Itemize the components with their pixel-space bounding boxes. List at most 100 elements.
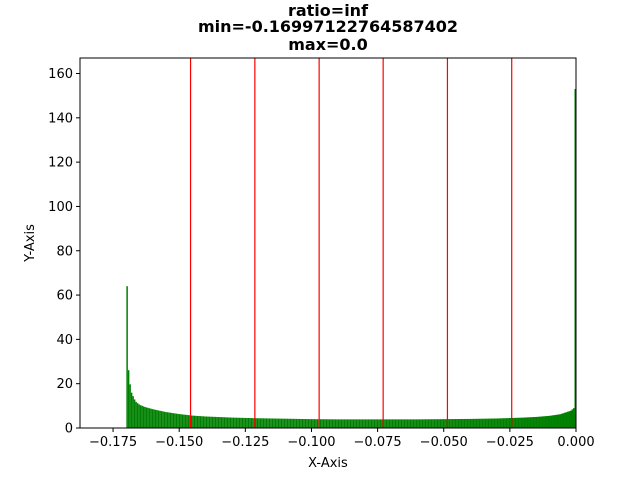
histogram-bar [307, 419, 310, 428]
histogram-bar [166, 412, 169, 428]
histogram-bar [418, 419, 421, 428]
histogram-bar [390, 419, 392, 428]
histogram-bar [180, 414, 182, 428]
histogram-bar [343, 419, 346, 428]
histogram-bar [451, 419, 454, 428]
histogram-bar [468, 418, 470, 428]
y-tick-label: 0 [65, 422, 73, 437]
histogram-bar [532, 417, 535, 428]
histogram-bar [328, 419, 331, 428]
histogram-bar [352, 419, 355, 428]
histogram-bar [276, 418, 278, 428]
histogram-bar [198, 416, 200, 428]
histogram-bar [505, 418, 508, 428]
histogram-bar [397, 419, 400, 428]
histogram-bar [442, 419, 445, 428]
histogram-bar [519, 417, 521, 428]
histogram-bar [246, 417, 248, 428]
histogram-bar [529, 417, 532, 428]
histogram-bar [250, 418, 253, 428]
histogram-bar [426, 419, 428, 428]
histogram-bar [168, 412, 170, 428]
histogram-bar [481, 418, 484, 428]
histogram-bar [486, 418, 488, 428]
histogram-bar [439, 419, 442, 428]
histogram-bar [408, 419, 410, 428]
histogram-bar [336, 419, 338, 428]
histogram-bar [517, 417, 520, 428]
histogram-bar [337, 419, 340, 428]
histogram-bar [466, 418, 469, 428]
histogram-bar [333, 419, 335, 428]
histogram-bar [264, 418, 266, 428]
histogram-bar [267, 418, 269, 428]
y-tick-label: 160 [48, 67, 73, 82]
histogram-bar [460, 418, 463, 428]
histogram-bar [540, 416, 542, 428]
histogram-bar [258, 418, 260, 428]
x-tick-label: −0.100 [287, 435, 335, 450]
histogram-bar [315, 419, 317, 428]
histogram-bar [412, 419, 415, 428]
histogram-bar [448, 419, 451, 428]
histogram-bar [183, 414, 185, 428]
histogram-bar [520, 417, 523, 428]
histogram-bar [207, 416, 209, 428]
histogram-bar [204, 416, 206, 428]
histogram-bar [354, 419, 356, 428]
histogram-bar [327, 419, 329, 428]
histogram-bar [391, 419, 394, 428]
histogram-bar [564, 412, 566, 428]
histogram-bar [367, 419, 370, 428]
histogram-bar [379, 419, 382, 428]
histogram-bar [171, 412, 173, 428]
histogram-bar [514, 417, 517, 428]
x-tick-label: −0.150 [155, 435, 203, 450]
histogram-bar [436, 419, 439, 428]
histogram-bar [427, 419, 430, 428]
histogram-bar [399, 419, 401, 428]
histogram-bar [528, 417, 530, 428]
histogram-bar [553, 415, 556, 428]
histogram-bar [139, 405, 142, 428]
histogram-bar [438, 419, 440, 428]
histogram-bar [487, 418, 490, 428]
histogram-bar [559, 414, 562, 428]
histogram-bar [141, 405, 143, 428]
histogram-bar [534, 417, 536, 428]
histogram-bar [420, 419, 422, 428]
histogram-bar [177, 413, 179, 428]
histogram-bar [175, 413, 178, 428]
histogram-bar [549, 415, 551, 428]
histogram-bar [499, 418, 502, 428]
histogram-bar [312, 419, 314, 428]
histogram-bar [478, 418, 481, 428]
histogram-bar [133, 399, 136, 428]
histogram-bar [400, 419, 403, 428]
histogram-bar [262, 418, 265, 428]
histogram-bar [187, 415, 190, 428]
histogram-bar [244, 417, 247, 428]
histogram-bar [132, 396, 134, 428]
histogram-bar [286, 418, 289, 428]
histogram-bar [255, 418, 257, 428]
histogram-bar [480, 418, 482, 428]
histogram-bar [496, 418, 499, 428]
histogram-bar [525, 417, 527, 428]
histogram-bar [342, 419, 344, 428]
histogram-bar [306, 419, 308, 428]
histogram-bar [403, 419, 406, 428]
histogram-bar [228, 417, 230, 428]
histogram-bar [358, 419, 361, 428]
histogram-bar [340, 419, 343, 428]
histogram-bar [360, 419, 362, 428]
histogram-bar [384, 419, 386, 428]
histogram-bar [541, 416, 544, 428]
histogram-bar [415, 419, 418, 428]
histogram-bar [309, 419, 311, 428]
histogram-bar [454, 419, 457, 428]
histogram-bar [247, 418, 250, 428]
histogram-bar [531, 417, 533, 428]
histogram-bar [322, 419, 325, 428]
histogram-bar [429, 419, 431, 428]
